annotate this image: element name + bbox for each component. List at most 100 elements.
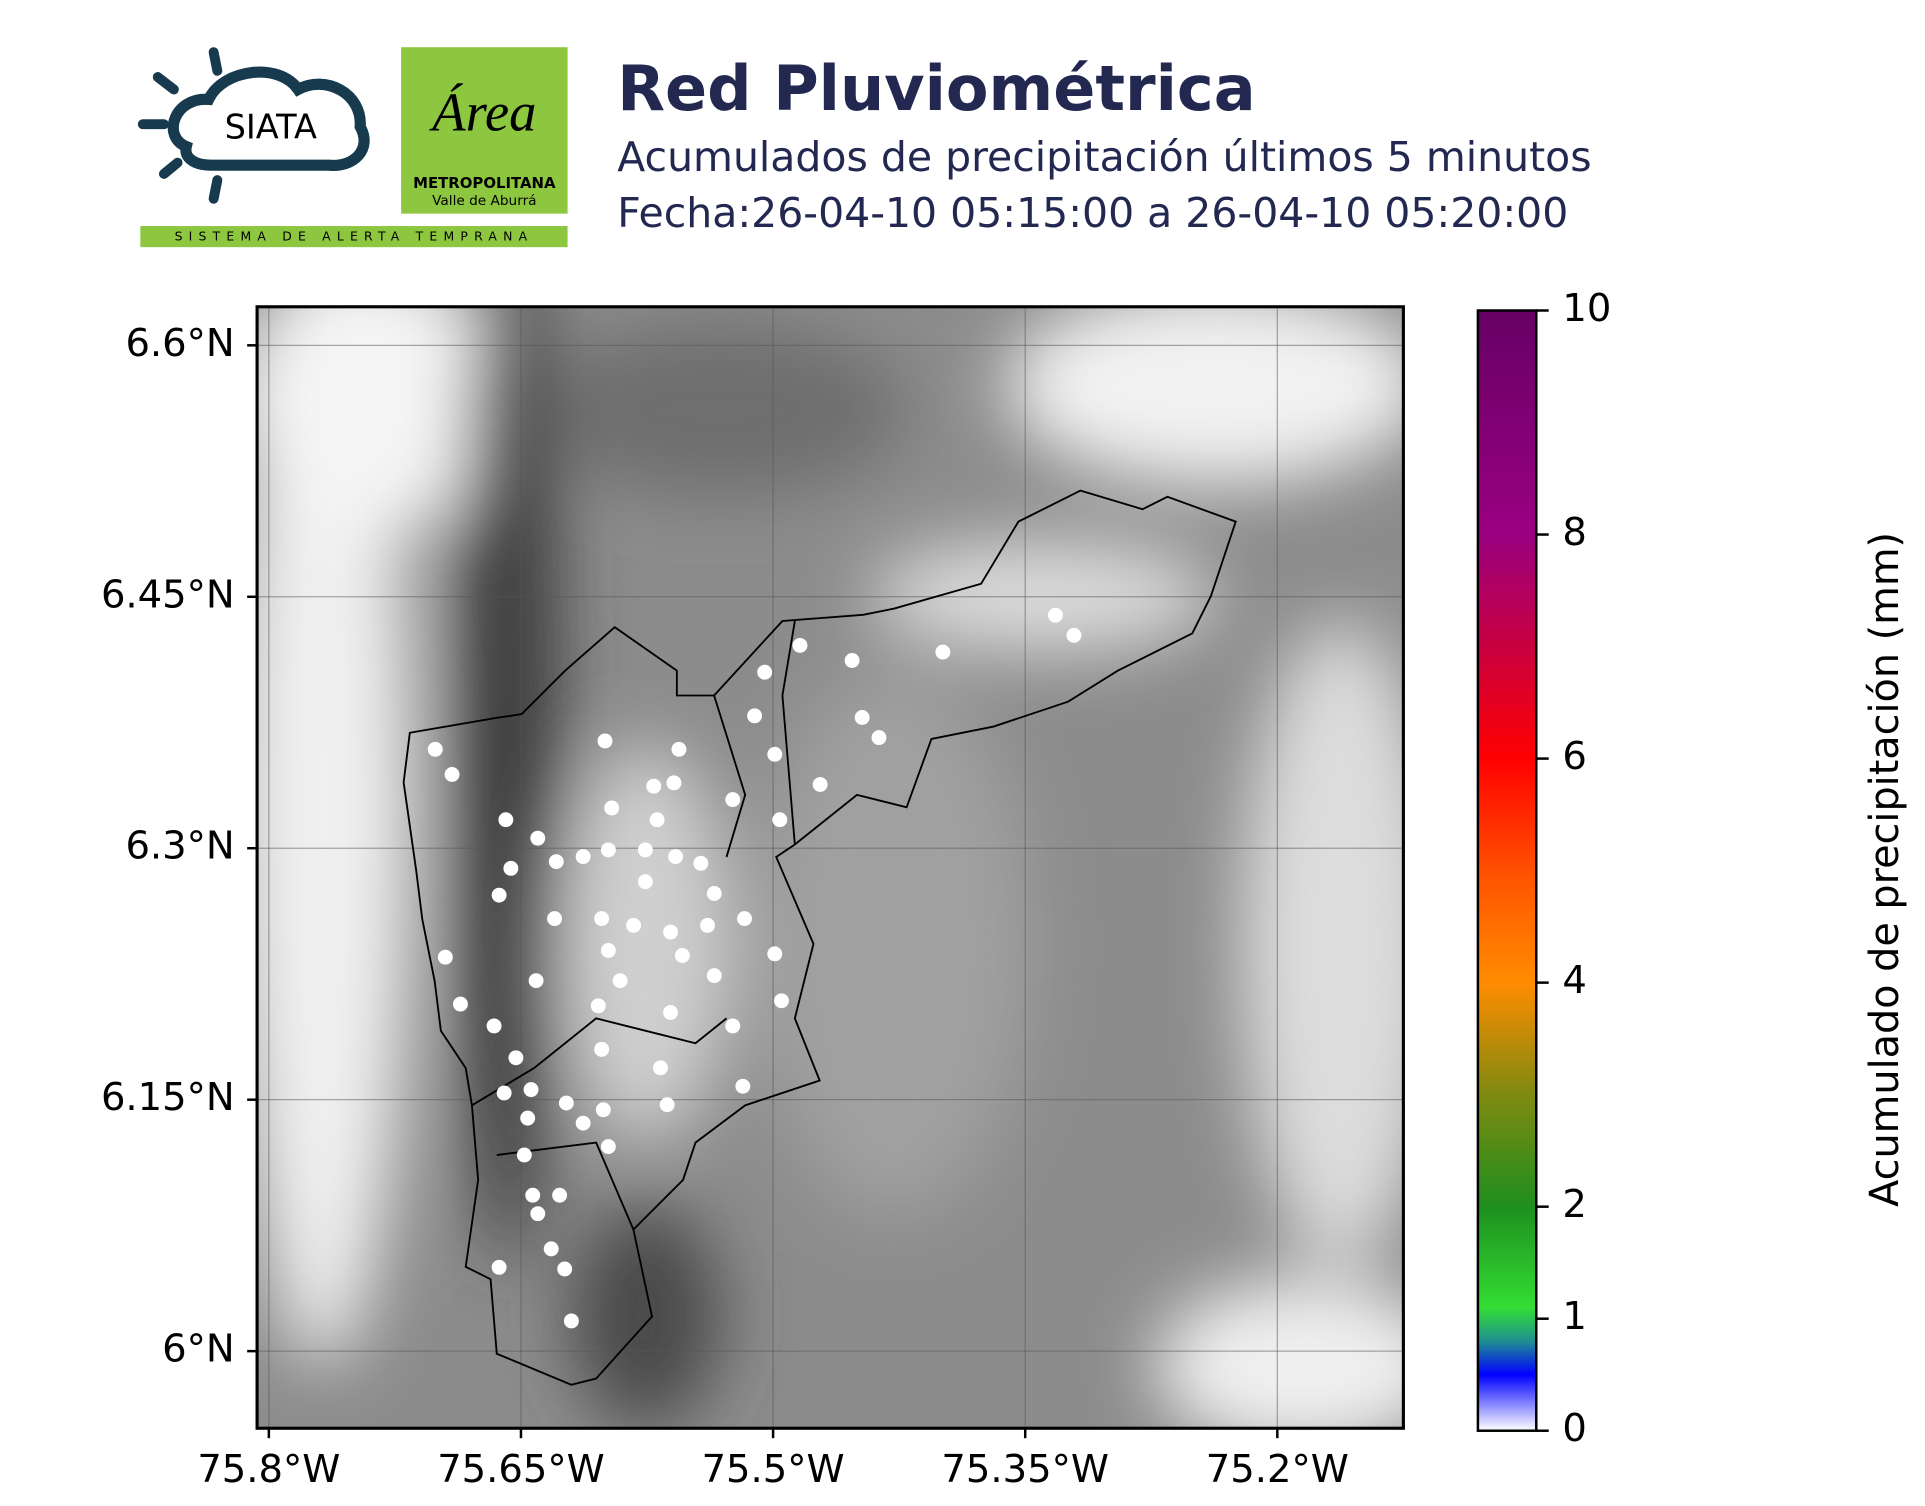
station bbox=[444, 767, 460, 782]
colorbar-tick-label: 4 bbox=[1562, 958, 1587, 1003]
station bbox=[725, 1018, 741, 1034]
station bbox=[558, 1095, 574, 1111]
map-frame bbox=[255, 305, 1405, 1430]
station bbox=[594, 911, 610, 927]
subtitle: Acumulados de precipitación últimos 5 mi… bbox=[617, 133, 1591, 181]
station bbox=[812, 777, 828, 792]
station bbox=[503, 860, 519, 876]
station bbox=[637, 842, 653, 858]
station bbox=[653, 1060, 668, 1076]
station bbox=[590, 998, 606, 1014]
terrain bbox=[257, 306, 1404, 1429]
station bbox=[725, 792, 741, 808]
station bbox=[595, 1102, 611, 1118]
colorbar-tick-label: 0 bbox=[1562, 1406, 1587, 1451]
station bbox=[437, 949, 453, 965]
station bbox=[700, 917, 715, 933]
station bbox=[528, 973, 544, 989]
station bbox=[666, 775, 682, 791]
station bbox=[693, 855, 709, 871]
station bbox=[491, 887, 507, 903]
station bbox=[486, 1018, 502, 1034]
station bbox=[767, 746, 783, 762]
station bbox=[674, 948, 690, 963]
y-tick-label: 6.15°N bbox=[101, 1075, 235, 1120]
station bbox=[637, 874, 653, 890]
station bbox=[548, 854, 564, 870]
x-tick-label: 75.8°W bbox=[197, 1447, 340, 1492]
station bbox=[612, 973, 628, 989]
station bbox=[516, 1147, 532, 1163]
station bbox=[543, 1241, 559, 1257]
area-text: Área bbox=[429, 82, 536, 143]
station bbox=[427, 741, 443, 757]
siata-text: SIATA bbox=[225, 108, 317, 147]
grid-layer bbox=[257, 306, 1404, 1429]
station bbox=[520, 1110, 536, 1126]
station bbox=[604, 800, 620, 816]
colorbar bbox=[1476, 309, 1538, 1432]
station bbox=[626, 917, 642, 933]
station bbox=[600, 1139, 616, 1155]
colorbar-tick-label: 1 bbox=[1562, 1294, 1587, 1339]
x-tick-label: 75.35°W bbox=[941, 1447, 1109, 1492]
station bbox=[1066, 627, 1082, 643]
x-tick-label: 75.65°W bbox=[437, 1447, 605, 1492]
station bbox=[646, 778, 662, 794]
station bbox=[663, 924, 679, 940]
station bbox=[774, 993, 789, 1009]
station bbox=[854, 710, 870, 725]
station bbox=[747, 708, 763, 724]
colorbar-tick-label: 8 bbox=[1562, 510, 1587, 555]
station bbox=[563, 1313, 579, 1329]
valle-text: Valle de Aburrá bbox=[432, 193, 536, 209]
x-tick-label: 75.2°W bbox=[1206, 1447, 1349, 1492]
station bbox=[706, 886, 722, 901]
station bbox=[659, 1097, 675, 1113]
station bbox=[706, 968, 722, 984]
y-tick-label: 6.3°N bbox=[125, 824, 234, 869]
y-tick-label: 6.6°N bbox=[125, 321, 234, 366]
metro-boundary bbox=[402, 489, 1237, 1386]
station bbox=[737, 911, 752, 927]
colorbar-tick-label: 6 bbox=[1562, 734, 1587, 779]
x-tick-label: 75.5°W bbox=[702, 1447, 845, 1492]
date: Fecha:26-04-10 05:15:00 a 26-04-10 05:20… bbox=[617, 189, 1568, 237]
station bbox=[575, 849, 591, 865]
station bbox=[496, 1085, 512, 1101]
station bbox=[767, 946, 783, 962]
station bbox=[772, 812, 788, 828]
station bbox=[1048, 607, 1063, 623]
colorbar-label: Acumulado de precipitación (mm) bbox=[1862, 532, 1908, 1207]
station bbox=[530, 830, 546, 846]
metropolitana-text: METROPOLITANA bbox=[413, 174, 556, 192]
station bbox=[557, 1261, 573, 1277]
station bbox=[735, 1078, 751, 1094]
station bbox=[871, 730, 887, 746]
station bbox=[525, 1187, 541, 1203]
station bbox=[523, 1082, 539, 1098]
station bbox=[668, 849, 684, 865]
station-layer bbox=[427, 607, 1082, 1329]
station bbox=[757, 664, 773, 680]
station bbox=[663, 1005, 679, 1020]
station bbox=[600, 943, 616, 958]
station bbox=[552, 1187, 568, 1203]
station bbox=[508, 1050, 524, 1066]
station bbox=[597, 733, 613, 749]
station bbox=[453, 996, 468, 1012]
station bbox=[530, 1206, 546, 1222]
station bbox=[547, 911, 563, 927]
station bbox=[498, 812, 514, 828]
y-tick-label: 6°N bbox=[162, 1327, 235, 1372]
colorbar-tick-label: 2 bbox=[1562, 1182, 1587, 1227]
station bbox=[671, 741, 687, 757]
station bbox=[575, 1115, 591, 1131]
banner-text: SISTEMA DE ALERTA TEMPRANA bbox=[175, 229, 534, 244]
title: Red Pluviométrica bbox=[617, 52, 1255, 125]
colorbar-tick-label: 10 bbox=[1562, 286, 1611, 331]
station bbox=[844, 653, 860, 668]
station bbox=[594, 1041, 610, 1057]
